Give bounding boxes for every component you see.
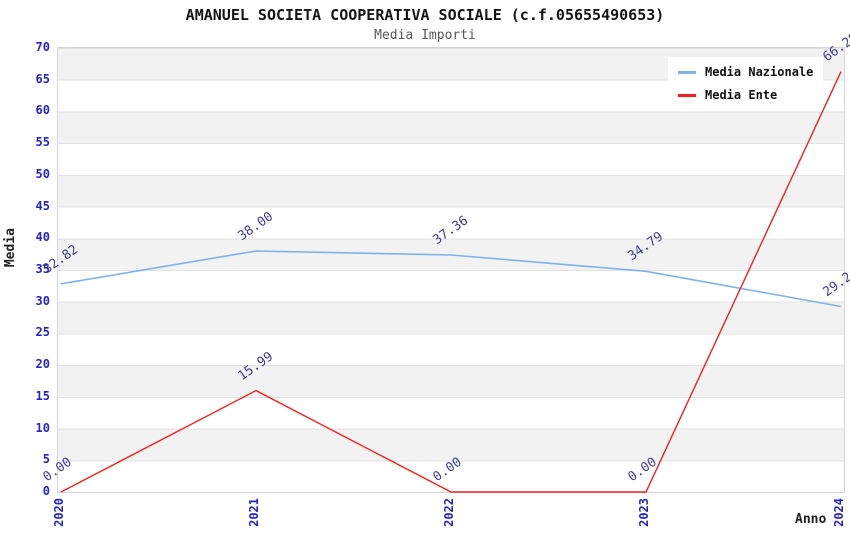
legend-item-media-ente: Media Ente	[678, 88, 813, 102]
plot-area	[57, 47, 845, 493]
legend-item-media-nazionale: Media Nazionale	[678, 65, 813, 79]
x-tick-label: 2021	[247, 498, 261, 527]
legend-swatch	[678, 70, 696, 74]
y-tick-label: 15	[35, 388, 50, 403]
x-tick-label: 2020	[52, 498, 66, 527]
y-tick-label: 20	[35, 357, 50, 372]
y-tick-label: 25	[35, 325, 50, 340]
legend-label: Media Nazionale	[705, 65, 814, 79]
y-tick-label: 50	[35, 166, 50, 181]
chart-subtitle: Media Importi	[374, 28, 476, 43]
y-tick-label: 35	[35, 262, 50, 276]
plot-lines	[60, 71, 842, 493]
y-tick-label: 40	[35, 230, 50, 245]
y-tick-label: 30	[35, 293, 50, 308]
x-tick-label: 2024	[832, 498, 846, 527]
series-line-media-ente	[60, 71, 842, 493]
y-tick-label: 45	[35, 198, 50, 213]
legend-swatch	[678, 93, 696, 97]
chart-title: AMANUEL SOCIETA COOPERATIVA SOCIALE (c.f…	[185, 6, 665, 24]
x-tick-label: 2023	[637, 498, 651, 527]
y-tick-label: 55	[35, 135, 50, 150]
y-tick-label: 10	[35, 420, 50, 435]
y-tick-label: 70	[35, 40, 50, 54]
series-line-media-nazionale	[60, 250, 842, 308]
y-tick-label: 65	[35, 71, 50, 86]
y-tick-label: 5	[42, 452, 50, 467]
legend-label: Media Ente	[705, 88, 778, 102]
y-tick-label: 0	[42, 484, 50, 498]
y-tick-label: 60	[35, 103, 50, 118]
x-axis-title: Anno	[795, 512, 827, 527]
x-tick-label: 2022	[442, 498, 456, 527]
legend: Media Nazionale Media Ente	[668, 57, 824, 110]
